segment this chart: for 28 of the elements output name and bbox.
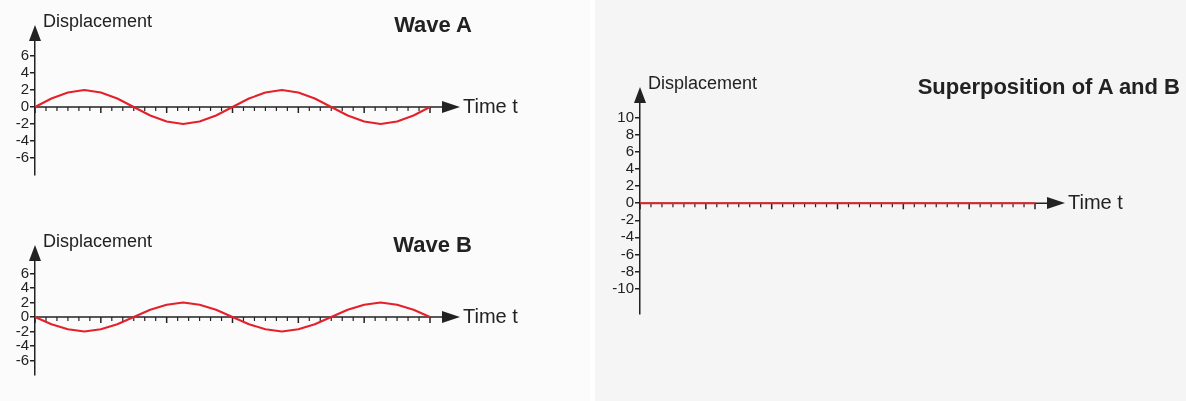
y-axis-title: Displacement xyxy=(648,72,758,93)
y-tick-label: 6 xyxy=(20,46,29,64)
y-tick-label: 2 xyxy=(20,80,29,98)
y-axis-title: Displacement xyxy=(43,230,153,251)
chart-title: Wave A xyxy=(394,12,472,38)
y-tick-label: 6 xyxy=(20,263,29,281)
y-tick-label: -4 xyxy=(15,131,29,149)
x-axis-title: Time t xyxy=(1068,190,1124,213)
y-tick-label: -4 xyxy=(620,227,634,245)
x-axis-title: Time t xyxy=(463,304,519,327)
y-tick-label: -6 xyxy=(15,148,29,166)
y-tick-label: 0 xyxy=(20,97,29,115)
y-tick-label: 4 xyxy=(20,63,29,81)
y-tick-label: 0 xyxy=(625,193,634,211)
y-tick-label: 2 xyxy=(625,176,634,194)
y-tick-label: -2 xyxy=(620,210,634,228)
chart-title: Wave B xyxy=(393,232,472,258)
y-tick-label: -2 xyxy=(15,114,29,132)
y-tick-label: -8 xyxy=(620,261,634,279)
y-tick-label: 4 xyxy=(625,159,634,177)
chart-title: Superposition of A and B xyxy=(917,74,1180,100)
y-tick-label: -6 xyxy=(620,244,634,262)
y-tick-label: 6 xyxy=(625,142,634,160)
y-axis-title: Displacement xyxy=(43,10,153,31)
y-tick-label: 10 xyxy=(617,108,634,126)
y-tick-label: 8 xyxy=(625,125,634,143)
y-tick-label: -10 xyxy=(612,278,634,296)
x-axis-title: Time t xyxy=(463,94,519,117)
